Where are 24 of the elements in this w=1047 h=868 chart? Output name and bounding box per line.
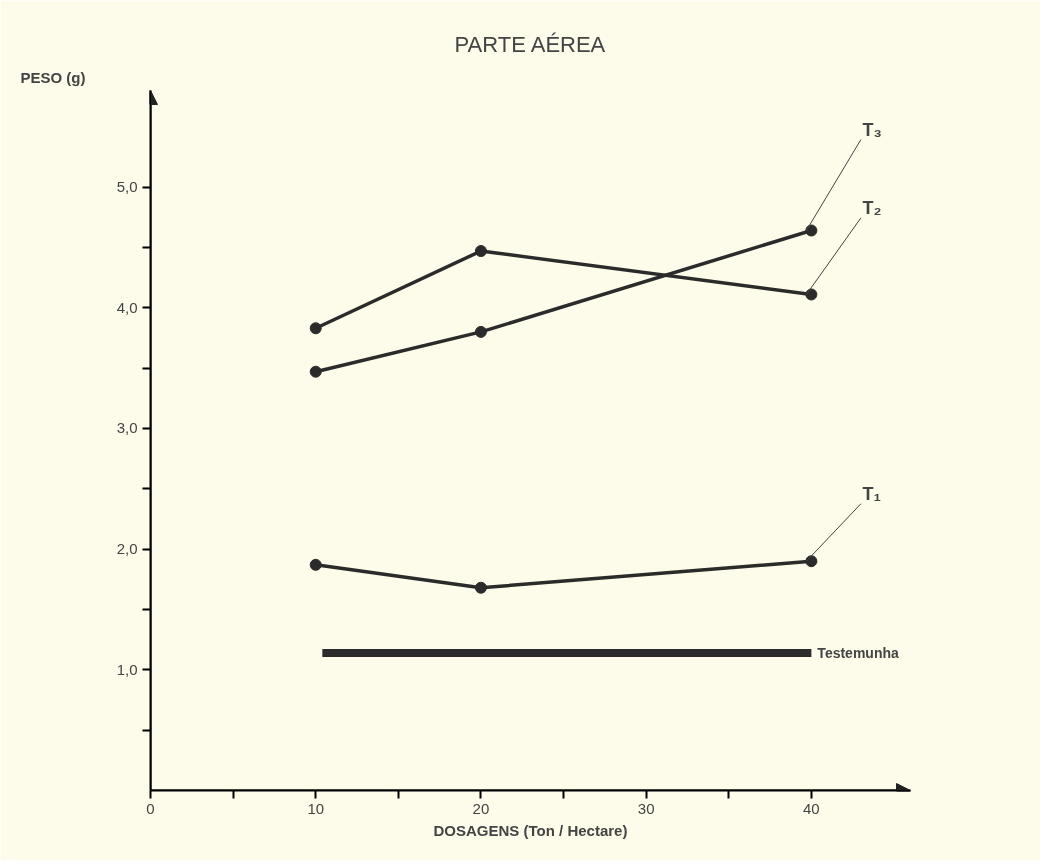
x-tick-label: 0	[146, 799, 155, 817]
point	[309, 322, 322, 335]
y-tick-label: 2,0	[116, 540, 138, 558]
point	[805, 224, 818, 237]
x-axis-title: DOSAGENS (Ton / Hectare)	[433, 821, 628, 839]
y-tick-label: 3,0	[116, 419, 138, 437]
y-tick-label: 5,0	[116, 178, 138, 196]
y-tick-label: 4,0	[116, 298, 138, 316]
text: T₁	[862, 483, 882, 504]
x-tick-label: 30	[637, 799, 655, 817]
text: T₃	[862, 119, 882, 140]
chart-title: PARTE AÉREA	[454, 31, 606, 57]
y-tick-label: 1,0	[116, 660, 138, 678]
x-tick-label: 10	[307, 799, 325, 817]
y-axis-title: PESO (g)	[20, 68, 86, 86]
x-tick-label: 20	[472, 799, 490, 817]
point	[309, 558, 322, 571]
x-tick-label: 40	[803, 799, 820, 817]
series-label: Testemunha	[817, 644, 900, 661]
point	[474, 245, 487, 258]
point	[309, 365, 322, 378]
point	[474, 581, 487, 594]
text: T₂	[862, 197, 882, 218]
point	[474, 325, 487, 338]
